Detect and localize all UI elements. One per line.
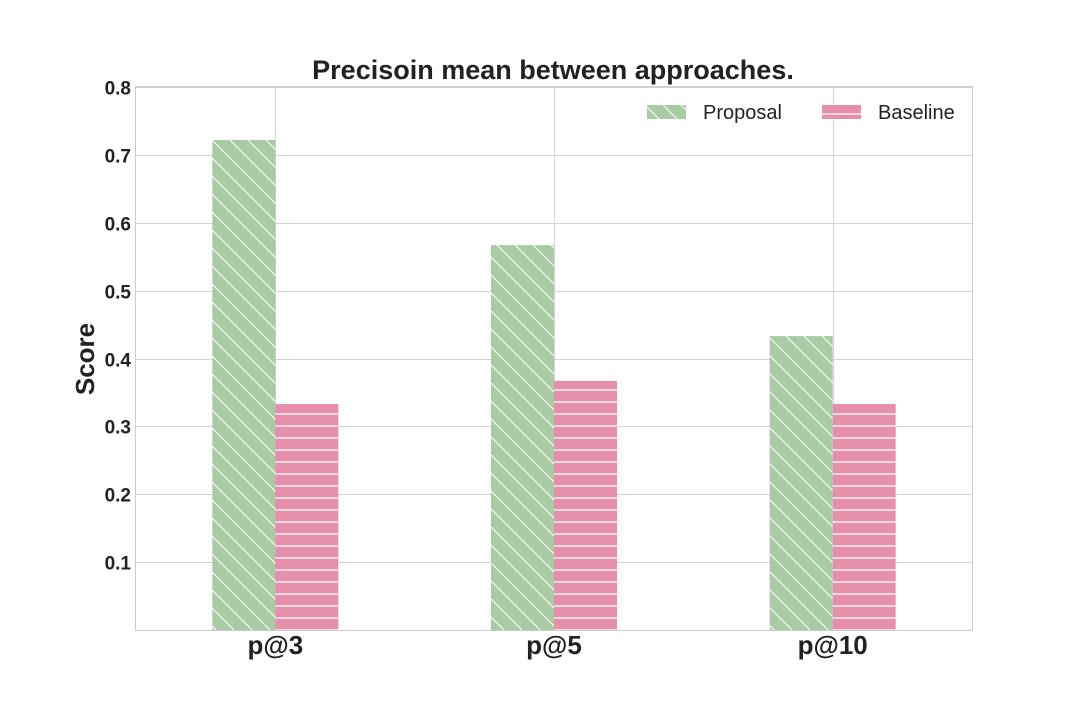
proposal-bar-hatch [212,139,276,630]
legend-swatch-proposal-hatch [647,105,686,119]
baseline-bar-hatch [554,380,617,630]
y-tick-label: 0.7 [105,147,131,168]
y-tick-label: 0.4 [105,351,132,372]
legend-swatch-baseline-hatch [822,105,861,119]
y-tick-label: 0.1 [105,554,132,575]
legend: Proposal Baseline [647,102,955,124]
chart-title: Precisoin mean between approaches. [312,55,794,85]
y-tick-label: 0.8 [105,79,131,100]
baseline-bar-hatch [832,403,896,630]
y-axis-label: Score [70,323,100,395]
x-tick-label: p@3 [247,630,303,660]
plot-frame [135,86,973,631]
y-tick-label: 0.6 [105,215,131,236]
x-tick-label: p@10 [798,630,868,660]
x-tick-label: p@5 [526,630,582,660]
proposal-bar-hatch [491,245,554,630]
y-tick-label: 0.5 [105,283,132,304]
y-tick-label: 0.3 [105,418,131,439]
baseline-bar-hatch [275,403,339,630]
legend-label-baseline: Baseline [878,102,955,124]
proposal-bar-hatch [769,336,833,630]
legend-label-proposal: Proposal [703,102,782,124]
y-tick-label: 0.2 [105,486,131,507]
